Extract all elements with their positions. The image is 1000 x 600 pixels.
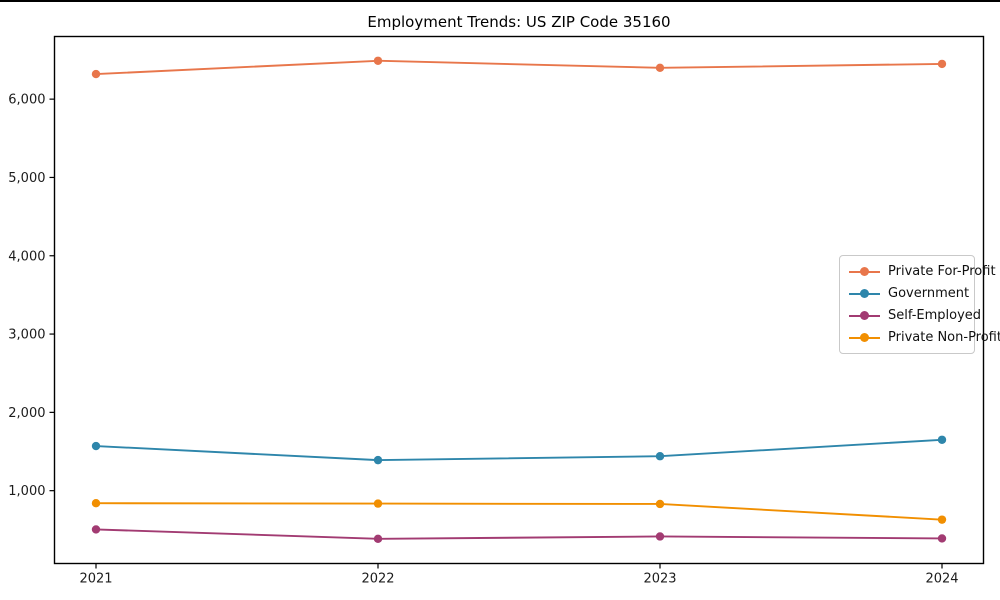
legend-swatch-government bbox=[849, 289, 880, 298]
legend-dot-marker bbox=[860, 333, 869, 342]
legend-item-government: Government bbox=[849, 284, 970, 303]
point-government-2023 bbox=[655, 452, 665, 461]
y-tick-label: 3,000 bbox=[8, 328, 45, 343]
legend-label: Private Non-Profit bbox=[888, 330, 1000, 345]
legend-label: Self-Employed bbox=[888, 308, 982, 323]
x-tick-label: 2021 bbox=[79, 572, 112, 587]
point-self-employed-2021 bbox=[91, 525, 101, 534]
line-private-non-profit bbox=[95, 502, 943, 521]
legend: Private For-Profit Government Self-Employe… bbox=[839, 255, 1000, 354]
point-self-employed-2024 bbox=[937, 534, 947, 543]
line-private-for-profit bbox=[95, 59, 943, 76]
x-tick-label: 2024 bbox=[925, 572, 958, 587]
point-private-for-profit-2021 bbox=[91, 69, 101, 79]
y-tick-label: 4,000 bbox=[8, 249, 45, 264]
legend-swatch-private-non-profit bbox=[849, 333, 880, 342]
legend-swatch-private-for-profit bbox=[849, 267, 880, 276]
x-tick-label: 2022 bbox=[361, 572, 394, 587]
point-government-2021 bbox=[91, 441, 101, 451]
y-tick-label: 2,000 bbox=[8, 406, 45, 421]
legend-item-self-employed: Self-Employed bbox=[849, 306, 981, 325]
chart-title: Employment Trends: US ZIP Code 35160 bbox=[367, 13, 670, 31]
point-private-non-profit-2024 bbox=[937, 515, 947, 524]
point-private-for-profit-2023 bbox=[655, 63, 665, 73]
point-self-employed-2022 bbox=[373, 534, 383, 544]
legend-swatch-self-employed bbox=[849, 311, 880, 320]
line-government bbox=[95, 438, 943, 462]
x-tick-label: 2023 bbox=[643, 572, 676, 587]
point-government-2022 bbox=[373, 455, 383, 465]
legend-label: Government bbox=[888, 286, 970, 301]
legend-item-private-for-profit: Private For-Profit bbox=[849, 262, 996, 281]
point-private-non-profit-2023 bbox=[655, 499, 665, 509]
y-tick-label: 1,000 bbox=[8, 484, 45, 499]
point-private-for-profit-2024 bbox=[937, 59, 947, 69]
point-self-employed-2023 bbox=[655, 532, 665, 541]
point-government-2024 bbox=[937, 435, 947, 444]
plot-border bbox=[53, 35, 985, 565]
legend-dot-marker bbox=[860, 289, 869, 298]
legend-label: Private For-Profit bbox=[888, 264, 996, 279]
legend-dot-marker bbox=[860, 311, 869, 320]
line-self-employed bbox=[95, 528, 943, 540]
legend-dot-marker bbox=[860, 267, 869, 276]
point-private-non-profit-2022 bbox=[373, 499, 383, 508]
y-tick-label: 6,000 bbox=[8, 93, 45, 108]
legend-item-private-non-profit: Private Non-Profit bbox=[849, 328, 1000, 347]
y-tick-label: 5,000 bbox=[8, 171, 45, 186]
point-private-non-profit-2021 bbox=[91, 499, 101, 508]
point-private-for-profit-2022 bbox=[373, 56, 383, 65]
